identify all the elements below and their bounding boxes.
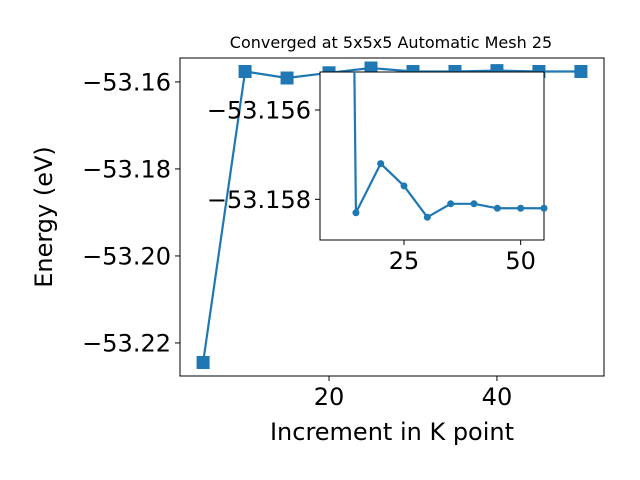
inset-plot: 25 50 −53.158 −53.156 — [207, 71, 548, 275]
inset-data-point — [352, 209, 360, 217]
inset-data-point — [377, 160, 385, 168]
inset-x-axis: 25 50 — [389, 240, 536, 275]
x-axis-label: Increment in K point — [270, 418, 514, 446]
main-data-point — [280, 71, 294, 85]
inset-data-point — [447, 200, 455, 208]
inset-data-point — [400, 182, 408, 190]
inset-x-tick-label: 25 — [389, 247, 420, 275]
main-data-point — [364, 61, 378, 75]
inset-y-tick-label: −53.158 — [207, 186, 311, 214]
main-x-tick-label: 20 — [314, 383, 345, 411]
main-x-tick-label: 40 — [482, 383, 513, 411]
main-plot-frame — [179, 57, 605, 377]
inset-x-tick-label: 50 — [505, 247, 536, 275]
chart-title: Converged at 5x5x5 Automatic Mesh 25 — [230, 33, 552, 52]
main-y-tick-label: −53.18 — [82, 156, 171, 184]
main-y-tick-label: −53.16 — [82, 69, 171, 97]
main-y-tick-label: −53.20 — [82, 243, 171, 271]
main-y-axis: −53.16 −53.18 −53.20 −53.22 — [82, 69, 180, 358]
main-plot: 20 40 −53.16−53.18−53.20−53.22 — [82, 57, 605, 411]
inset-data-point — [493, 204, 501, 212]
y-axis-label: Energy (eV) — [30, 146, 58, 288]
main-x-axis: 20 40 — [314, 376, 512, 411]
inset-series-line — [353, 72, 544, 219]
inset-y-axis: −53.158 −53.156 — [207, 97, 320, 214]
main-data-point — [574, 64, 588, 78]
main-y-tick-label: −53.22 — [82, 330, 171, 358]
inset-series — [352, 72, 548, 221]
main-data-point — [196, 356, 210, 370]
inset-data-point — [423, 213, 431, 221]
inset-data-point — [540, 204, 548, 212]
inset-data-point — [470, 200, 478, 208]
inset-data-point — [517, 204, 525, 212]
main-series-line — [202, 66, 581, 363]
inset-y-tick-label: −53.156 — [207, 97, 311, 125]
inset-plot-frame — [319, 71, 545, 241]
main-data-point — [238, 64, 252, 78]
